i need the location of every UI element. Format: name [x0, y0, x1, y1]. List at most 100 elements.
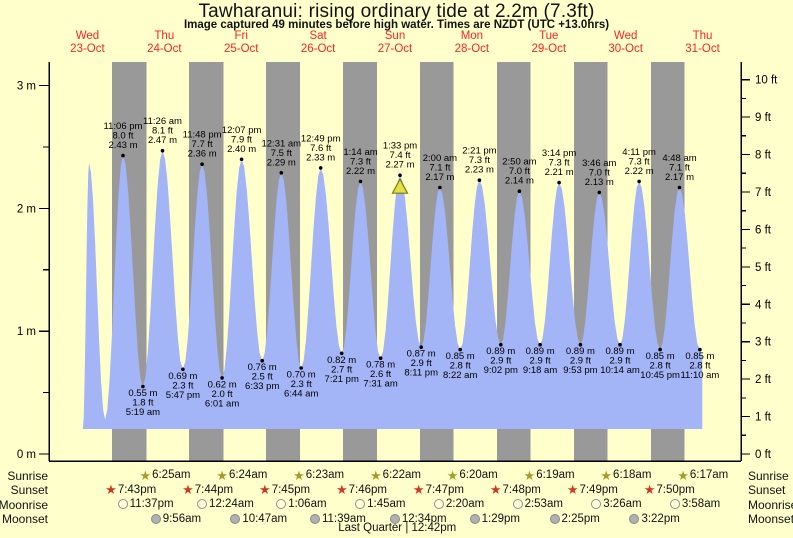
- tide-extreme-dot: [438, 185, 442, 190]
- tide-extreme-dot: [658, 347, 662, 352]
- sunrise-entry: ★ 6:20am: [447, 468, 498, 482]
- tide-annotation-line: 12:07 pm: [222, 125, 262, 136]
- sunrise-icon: ★: [523, 467, 536, 483]
- sunset-icon: ★: [105, 482, 117, 497]
- moonrise-entry: 3:58am: [669, 497, 721, 511]
- sunset-icon: ★: [566, 482, 579, 497]
- tide-annotation-line: 6:44 am: [284, 389, 318, 400]
- moonset-time: 10:47am: [242, 512, 288, 525]
- tide-annotation-line: 5:19 am: [126, 407, 160, 418]
- tide-extreme-dot: [181, 367, 185, 372]
- tide-annotation-line: 3:14 pm: [542, 148, 576, 159]
- day-label: Sat 26-Oct: [281, 30, 355, 55]
- sunrise-entry: ★ 6:18am: [600, 468, 651, 482]
- tide-annotation-line: 8:22 am: [443, 370, 477, 381]
- tide-annotation-line: 11:48 pm: [183, 130, 222, 141]
- moonrise-entry: 1:06am: [276, 497, 327, 511]
- page-title: Tawharanui: rising ordinary tide at 2.2m…: [198, 1, 595, 22]
- tide-extreme-dot: [239, 157, 244, 162]
- tide-annotation-line: 7.5 ft: [271, 148, 292, 159]
- moonrise-time: 11:37pm: [129, 498, 174, 510]
- sunrise-time: 6:25am: [152, 469, 191, 481]
- tide-annotation-line: 7.1 ft: [669, 163, 690, 174]
- high-tide-annotation: 2:21 pm7.3 ft2.23 m: [462, 146, 496, 176]
- tide-annotation-line: 11:10 am: [680, 370, 719, 381]
- tide-annotation-line: 2.3 ft: [172, 380, 193, 391]
- day-label: Wed 30-Oct: [589, 30, 663, 55]
- sunrise-entry: ★ 6:22am: [370, 468, 421, 482]
- tide-annotation-line: 0.76 m: [248, 362, 277, 373]
- day-date: 30-Oct: [608, 42, 643, 55]
- tide-annotation-line: 2.0 ft: [212, 389, 233, 400]
- day-label: Sun 27-Oct: [358, 30, 432, 55]
- tide-annotation-line: 2.17 m: [425, 172, 454, 183]
- moonset-entry: 1:29pm: [469, 512, 520, 526]
- tide-annotation-line: 7.3 ft: [549, 158, 570, 169]
- moonrise-icon: [591, 499, 602, 509]
- tide-annotation-line: 2.33 m: [306, 152, 335, 163]
- day-label: Fri 25-Oct: [204, 30, 278, 55]
- low-tide-annotation: 0.82 m2.7 ft7:21 pm: [325, 355, 359, 385]
- day-label: Wed 23-Oct: [50, 30, 124, 55]
- tide-annotation-line: 2.8 ft: [689, 361, 710, 372]
- sunset-entry: ★ 7:45pm: [259, 483, 310, 497]
- right-axis-label: 2 ft: [755, 374, 772, 386]
- tide-annotation-line: 2.13 m: [585, 177, 614, 188]
- day-label: Thu 31-Oct: [666, 30, 740, 55]
- moonrise-time: 3:58am: [681, 498, 721, 510]
- high-tide-annotation: 11:48 pm7.7 ft2.36 m: [183, 130, 222, 160]
- sunset-time: 7:50pm: [656, 483, 695, 496]
- tide-annotation-line: 2.47 m: [148, 135, 177, 146]
- tide-annotation-line: 2.43 m: [108, 140, 137, 151]
- high-tide-annotation: 4:11 pm7.3 ft2.22 m: [622, 147, 656, 177]
- tide-annotation-line: 9:53 pm: [563, 365, 597, 376]
- low-tide-annotation: 0.55 m1.8 ft5:19 am: [126, 388, 160, 418]
- moonset-icon: [150, 513, 161, 524]
- row-label-moonset-left: Moonset: [1, 512, 48, 526]
- tide-annotation-line: 2.36 m: [188, 149, 217, 160]
- day-name: Wed: [613, 30, 638, 42]
- tide-extreme-dot: [398, 173, 402, 177]
- tide-annotation-line: 7.1 ft: [429, 163, 450, 174]
- moonrise-icon: [197, 499, 208, 509]
- moonrise-entry: 1:45am: [355, 497, 406, 511]
- right-axis-label: 10 ft: [755, 75, 778, 87]
- tide-extreme-dot: [637, 179, 641, 184]
- moonset-entry: 10:47am: [230, 512, 287, 526]
- day-name: Wed: [75, 30, 100, 42]
- moonset-time: 2:25pm: [561, 512, 600, 525]
- tide-annotation-line: 12:49 pm: [301, 133, 341, 144]
- tide-extreme-dot: [557, 180, 561, 185]
- tide-extreme-dot: [160, 148, 165, 153]
- low-tide-annotation: 0.62 m2.0 ft6:01 am: [205, 379, 239, 409]
- moonrise-entry: 2:53am: [512, 497, 563, 511]
- tide-extreme-dot: [141, 384, 145, 389]
- tide-annotation-line: 2.22 m: [346, 166, 375, 177]
- tide-annotation-line: 2.7 ft: [331, 364, 352, 375]
- tide-annotation-line: 2.5 ft: [252, 372, 273, 383]
- sunrise-icon: ★: [369, 467, 382, 483]
- tide-annotation-line: 11:06 pm: [104, 121, 143, 132]
- sunrise-time: 6:18am: [613, 469, 652, 481]
- tide-extreme-dot: [517, 189, 522, 193]
- sunset-time: 7:46pm: [348, 483, 387, 496]
- tide-annotation-line: 0.82 m: [327, 355, 356, 366]
- high-tide-annotation: 3:46 am7.0 ft2.13 m: [582, 158, 616, 188]
- tide-annotation-line: 7:21 pm: [325, 374, 359, 385]
- tide-annotation-line: 4:48 am: [662, 153, 696, 164]
- tide-annotation-line: 0.85 m: [685, 351, 714, 362]
- day-date: 23-Oct: [70, 42, 105, 55]
- tide-annotation-line: 7.0 ft: [509, 166, 530, 177]
- tide-annotation-line: 12:31 am: [261, 138, 301, 149]
- sunrise-time: 6:17am: [689, 469, 729, 481]
- moonrise-time: 2:20am: [445, 498, 485, 510]
- tide-annotation-line: 2.8 ft: [450, 361, 471, 372]
- day-label: Mon 28-Oct: [435, 30, 509, 55]
- moonrise-time: 1:45am: [367, 498, 406, 510]
- sunset-time: 7:47pm: [425, 483, 464, 496]
- tide-annotation-line: 2:50 am: [502, 157, 536, 168]
- tide-annotation-line: 2.9 ft: [411, 358, 432, 369]
- day-name: Tue: [539, 30, 559, 42]
